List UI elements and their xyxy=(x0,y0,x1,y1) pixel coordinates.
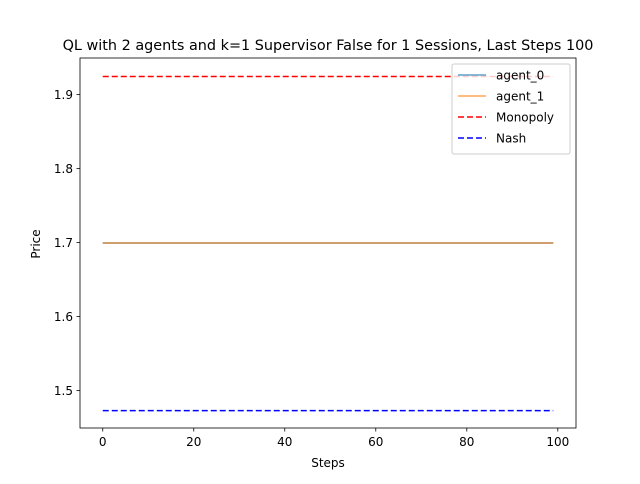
y-tick-label: 1.6 xyxy=(54,310,73,324)
x-tick-label: 80 xyxy=(459,435,474,449)
y-tick-label: 1.8 xyxy=(54,162,73,176)
legend-label-monopoly: Monopoly xyxy=(496,111,554,125)
y-axis-label: Price xyxy=(29,229,43,258)
y-tick-label: 1.9 xyxy=(54,88,73,102)
legend-box xyxy=(451,63,571,155)
legend: agent_0 agent_1 Monopoly Nash xyxy=(451,63,571,155)
x-tick-label: 60 xyxy=(368,435,383,449)
x-tick-label: 0 xyxy=(99,435,107,449)
x-axis-label: Steps xyxy=(311,456,345,470)
x-tick-label: 100 xyxy=(546,435,569,449)
legend-label-agent_1: agent_1 xyxy=(496,90,544,104)
legend-label-nash: Nash xyxy=(496,132,526,146)
x-tick-label: 20 xyxy=(186,435,201,449)
chart-title: QL with 2 agents and k=1 Supervisor Fals… xyxy=(63,38,594,54)
y-tick-label: 1.7 xyxy=(54,236,73,250)
legend-label-agent_0: agent_0 xyxy=(496,69,544,83)
axes: 0 20 40 60 80 100 1.5 1.6 1.7 1.8 1.9 xyxy=(54,57,577,449)
y-tick-label: 1.5 xyxy=(54,384,73,398)
plot-area xyxy=(102,75,554,412)
x-tick-label: 40 xyxy=(277,435,292,449)
